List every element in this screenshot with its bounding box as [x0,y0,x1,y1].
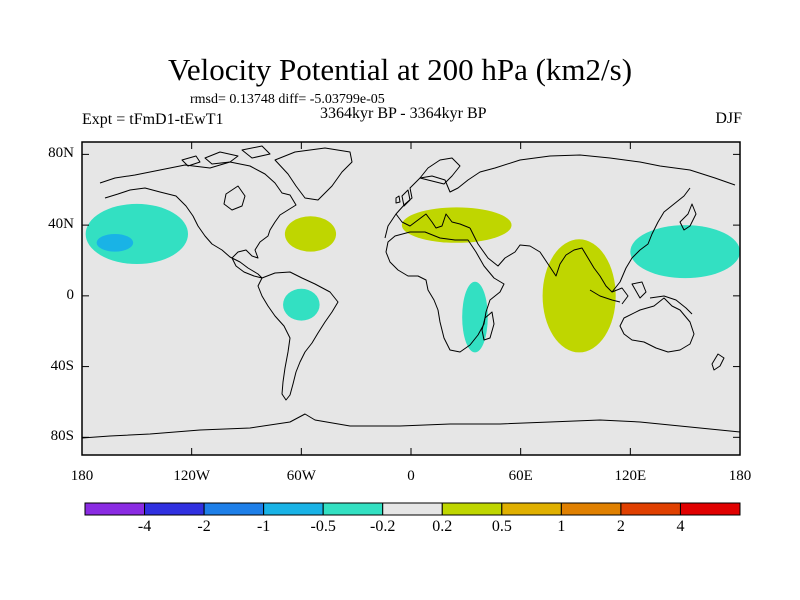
coast-british-isles [395,189,411,207]
colorbar-swatch [441,502,503,516]
coast-greenland [274,147,353,201]
colorbar-swatch [322,502,384,516]
season-label: DJF [715,110,742,127]
coast-iberia-italy [395,213,471,229]
colorbar-label: 0.2 [432,518,453,535]
anomaly-west-pacific-negative [630,225,740,279]
colorbar-label: 4 [676,518,685,535]
period-label: 3364kyr BP - 3364kyr BP [320,105,487,122]
lon-label: 120W [173,468,210,484]
map-background [82,142,740,455]
anomaly-north-pacific-core [96,233,134,252]
colorbar-swatch [144,502,205,516]
anomaly-indian-ocean-positive [542,239,616,353]
colorbar-swatch [560,502,622,516]
anomaly-south-america-negative [283,288,320,321]
anomaly-north-pacific-negative [85,203,189,265]
lat-label: 40N [48,216,74,233]
axis-ticks [81,142,741,455]
anomaly-north-atlantic-positive [284,216,337,252]
lon-label: 180 [728,468,752,484]
coast-arabia-asia [469,187,691,293]
lat-label: 80S [50,428,74,445]
coast-antarctica [82,413,740,439]
colorbar-swatch [501,502,562,516]
coast-scandinavia [419,157,461,185]
lon-label: 60W [286,468,316,484]
coastlines [82,145,740,439]
coast-south-america [257,271,339,401]
coast-north-america [99,161,297,279]
colorbar-label: -0.2 [370,518,396,535]
coast-arctic-islands [181,145,271,167]
colorbar-label: -1 [256,518,271,535]
colorbar-swatch [203,502,265,516]
lon-label: 120E [614,468,647,484]
anomaly-mediterranean-positive [401,207,512,243]
colorbar-swatch [679,502,741,516]
plot-title: Velocity Potential at 200 hPa (km2/s) [167,52,633,87]
lat-label: 40S [50,357,74,374]
experiment-label: Expt = tFmD1-tEwT1 [82,111,224,128]
coast-africa [385,231,505,353]
colorbar-label: 1 [557,518,566,535]
lon-label: 0 [407,468,415,484]
lat-label: 80N [48,145,74,162]
colorbar-label: 2 [616,518,625,535]
coast-new-zealand [711,353,725,371]
colorbar-label: -0.5 [310,518,336,535]
colorbar [84,502,741,516]
coast-japan [679,203,697,231]
colorbar-swatch [263,502,324,516]
coast-hudson-bay [223,185,246,211]
lon-label: 180 [70,468,94,484]
colorbar-swatch [620,502,681,516]
colorbar-label: -2 [197,518,211,535]
coast-australia [619,297,695,353]
colorbar-swatch [382,502,443,516]
lon-label: 60E [508,468,533,484]
coast-indonesia [589,281,693,315]
colorbar-label: -4 [137,518,152,535]
colorbar-label: 0.5 [491,518,512,535]
anomaly-africa-madagascar-negative [462,281,488,353]
lat-label: 0 [66,286,75,303]
rmsd-diff-stats: rmsd= 0.13748 diff= -5.03799e-05 [190,92,385,107]
colorbar-swatch [84,502,146,516]
coast-madagascar [481,311,495,341]
